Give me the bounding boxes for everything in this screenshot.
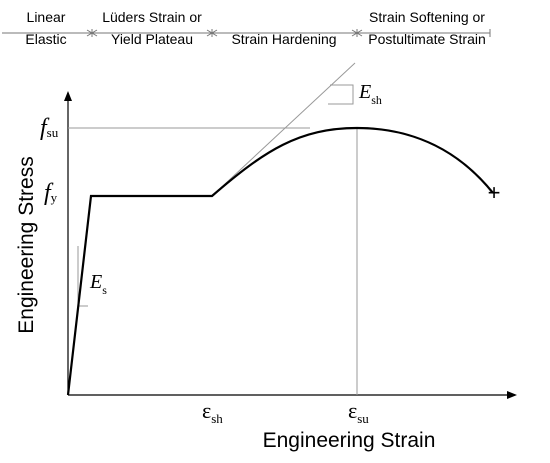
y-axis-arrowhead bbox=[64, 91, 72, 101]
region-arrow bbox=[86, 29, 98, 37]
fracture-marker: + bbox=[488, 180, 501, 205]
slope-label-esh-main: E bbox=[358, 81, 371, 103]
tick-label-fsu: fsu bbox=[40, 115, 59, 141]
tick-label-esh-main: ε bbox=[202, 398, 211, 423]
region-linear-elastic-line2: Elastic bbox=[25, 31, 66, 47]
slope-label-es: Es bbox=[89, 271, 107, 297]
region-luders-line2: Yield Plateau bbox=[111, 31, 193, 47]
tick-label-esu-main: ε bbox=[348, 398, 357, 423]
x-axis-title: Engineering Strain bbox=[263, 429, 436, 452]
slope-label-esh-sub: sh bbox=[371, 93, 382, 107]
region-strain-hardening: Strain Hardening bbox=[231, 31, 336, 47]
region-luders-line1: Lüders Strain or bbox=[102, 9, 202, 25]
region-strain-softening-line1: Strain Softening or bbox=[369, 9, 485, 25]
slope-label-esh: Esh bbox=[358, 81, 382, 107]
tick-label-esh: εsh bbox=[202, 398, 223, 426]
region-arrow bbox=[351, 29, 363, 37]
y-axis-title: Engineering Stress bbox=[15, 156, 38, 333]
tick-label-fy-sub: y bbox=[51, 190, 58, 205]
tick-label-esh-sub: sh bbox=[211, 411, 223, 426]
stress-strain-curve bbox=[66, 126, 494, 396]
region-strain-softening-line2: Postultimate Strain bbox=[368, 31, 486, 47]
region-arrow bbox=[206, 29, 218, 37]
region-bar bbox=[2, 29, 491, 37]
tick-label-fsu-sub: su bbox=[47, 125, 59, 140]
tick-label-fy: fy bbox=[44, 180, 58, 206]
slope-label-es-main: E bbox=[89, 271, 102, 293]
tick-label-fy-main: f bbox=[44, 180, 54, 206]
esh-slope-triangle bbox=[328, 84, 354, 105]
x-axis-arrowhead bbox=[507, 391, 517, 399]
tick-label-fsu-main: f bbox=[40, 115, 50, 141]
tick-label-esu: εsu bbox=[348, 398, 369, 426]
slope-label-es-sub: s bbox=[102, 283, 107, 297]
tick-label-esu-sub: su bbox=[357, 411, 369, 426]
region-linear-elastic-line1: Linear bbox=[27, 9, 66, 25]
